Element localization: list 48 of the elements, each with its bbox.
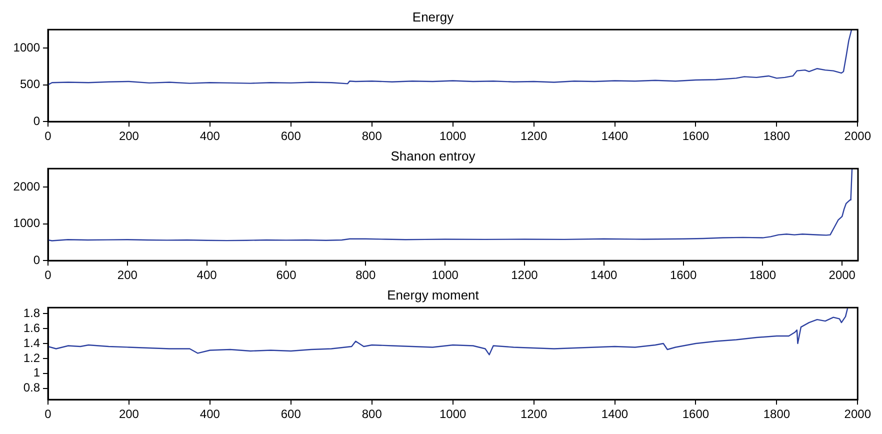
y-tick-label: 1 [33,366,40,380]
chart-title: Shanon entroy [390,148,476,164]
y-tick-label: 500 [20,77,40,92]
x-tick-label: 600 [276,268,297,282]
x-tick-label: 1200 [520,129,548,144]
chart-title: Energy [412,9,454,24]
x-tick-label: 400 [196,268,218,282]
x-tick-label: 800 [362,407,382,422]
x-tick-label: 1600 [682,407,710,422]
x-tick-label: 1200 [511,268,538,282]
x-tick-label: 2000 [828,268,856,282]
y-tick-label: 1.2 [23,350,40,365]
chart-title: Energy moment [387,287,480,302]
y-tick-label: 1.4 [23,336,40,350]
x-tick-label: 0 [44,129,52,144]
x-tick-label: 1600 [682,129,710,144]
y-tick-label: 2000 [13,179,40,194]
x-tick-label: 1800 [749,268,776,282]
y-tick-label: 0 [33,252,40,267]
y-tick-label: 0 [33,114,40,128]
x-tick-label: 1000 [439,407,466,422]
x-tick-label: 1400 [601,129,628,144]
x-tick-label: 600 [280,407,302,422]
x-tick-label: 800 [362,129,382,144]
x-tick-label: 600 [280,129,302,144]
x-tick-label: 1800 [763,407,790,422]
x-tick-label: 1200 [520,407,548,422]
y-tick-label: 0.8 [23,380,40,395]
x-tick-label: 1600 [670,268,697,282]
x-tick-label: 2000 [844,407,872,422]
x-tick-label: 2000 [844,129,872,144]
y-tick-label: 1000 [13,216,40,230]
x-tick-label: 200 [118,407,140,422]
x-tick-label: 400 [200,129,220,144]
x-tick-label: 1400 [601,407,628,422]
x-tick-label: 400 [200,407,220,422]
x-tick-label: 1000 [439,129,466,144]
x-tick-label: 800 [356,268,376,282]
y-tick-label: 1.6 [23,320,40,335]
x-tick-label: 0 [44,268,52,282]
y-tick-label: 1.8 [23,306,40,320]
y-tick-label: 1000 [13,40,40,54]
x-tick-label: 200 [118,129,140,144]
x-tick-label: 0 [44,407,52,422]
x-tick-label: 1800 [763,129,790,144]
x-tick-label: 200 [117,268,138,282]
x-tick-label: 1400 [590,268,618,282]
x-tick-label: 1000 [432,268,459,282]
